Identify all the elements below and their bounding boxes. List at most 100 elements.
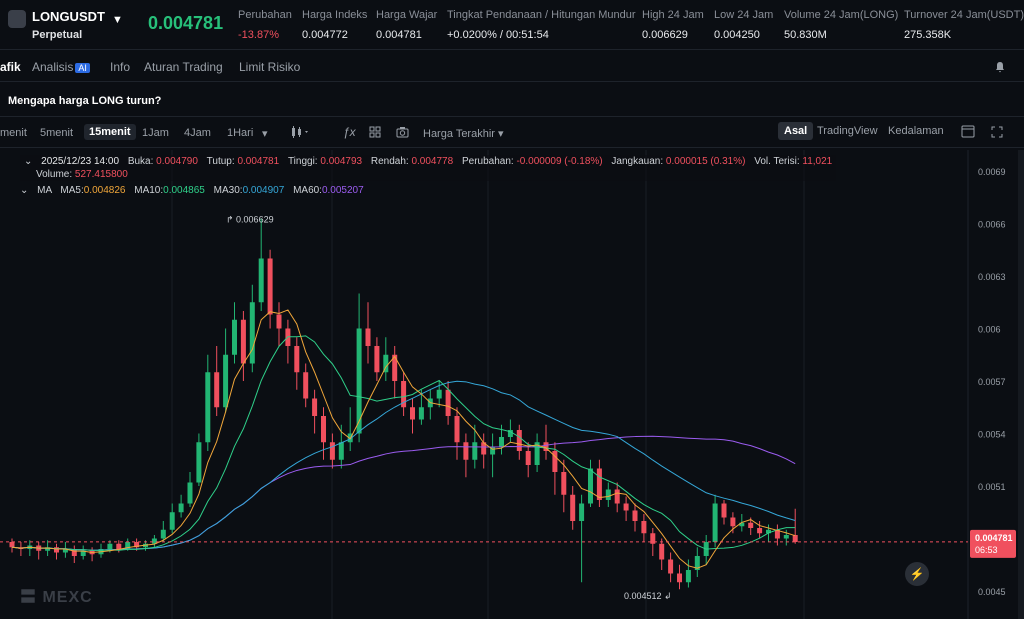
indicator-fx-icon[interactable]: ƒx	[343, 125, 356, 139]
candle-body	[596, 468, 602, 500]
interval-1h[interactable]: 1Jam	[142, 127, 169, 139]
candle-type-icon[interactable]	[290, 125, 312, 142]
candle-body	[739, 522, 745, 527]
candle-body	[329, 442, 335, 460]
candle-body	[730, 517, 736, 527]
candle-body	[267, 258, 273, 315]
candle-body	[561, 472, 567, 495]
stat-high-24h: High 24 Jam 0.006629	[642, 9, 704, 41]
view-original[interactable]: Asal	[778, 122, 814, 140]
fullscreen-icon[interactable]	[991, 126, 1003, 138]
candle-body	[54, 547, 59, 553]
candle-body	[276, 314, 282, 329]
candle-body	[125, 542, 131, 549]
tab-chart[interactable]: afik	[0, 60, 21, 74]
scrollbar-right[interactable]	[1018, 150, 1024, 619]
candle-countdown: 06:53	[975, 545, 998, 555]
info-tabs: afik Analisis AI Info Aturan Trading Limi…	[0, 52, 1024, 82]
candle-body	[240, 319, 246, 364]
flash-icon[interactable]: ⚡	[905, 562, 929, 586]
stat-funding-rate[interactable]: Tingkat Pendanaan / Hitungan Mundur +0.0…	[447, 9, 636, 41]
candle-body	[605, 489, 611, 500]
chevron-down-icon[interactable]: ▼	[112, 14, 123, 26]
token-logo	[8, 10, 26, 28]
candlestick-chart[interactable]: 0.0069 0.0066 0.0063 0.006 0.0057 0.0054 0.005…	[0, 150, 1024, 619]
tab-info[interactable]: Info	[110, 60, 131, 74]
candle-body	[71, 549, 77, 556]
candle-body	[9, 542, 15, 548]
candle-body	[45, 547, 51, 551]
price-tick: 0.0054	[978, 430, 1006, 440]
layout-icon[interactable]	[369, 126, 381, 141]
ohlc-collapse-icon[interactable]: ⌄	[24, 156, 33, 167]
interval-1d[interactable]: 1Hari	[227, 127, 254, 139]
candle-body	[383, 354, 389, 373]
candle-body	[454, 416, 460, 443]
view-tradingview[interactable]: TradingView	[817, 125, 878, 137]
candle-body	[499, 437, 504, 448]
candle-body	[107, 543, 113, 549]
stat-volume-24h: Volume 24 Jam(LONG) 50.830M	[784, 9, 899, 41]
candle-body	[632, 510, 638, 521]
tab-trading-rules[interactable]: Aturan Trading	[144, 60, 223, 74]
candle-body	[668, 559, 674, 574]
candle-body	[525, 451, 531, 465]
stat-low-24h: Low 24 Jam 0.004250	[714, 9, 774, 41]
candle-body	[294, 346, 300, 373]
candle-body	[641, 521, 647, 534]
candle-body	[214, 372, 220, 408]
current-price-value: 0.004781	[975, 533, 1013, 543]
view-depth[interactable]: Kedalaman	[888, 125, 944, 137]
ma10-line	[11, 335, 796, 551]
candle-body	[721, 503, 727, 518]
contract-type: Perpetual	[32, 29, 83, 41]
candle-body	[116, 543, 122, 549]
price-type-select[interactable]: Harga Terakhir ▾	[423, 128, 504, 140]
candle-body	[232, 319, 237, 355]
tab-risk-limit[interactable]: Limit Risiko	[239, 60, 301, 74]
candle-body	[445, 389, 451, 416]
candle-body	[481, 442, 487, 455]
candle-body	[659, 543, 665, 560]
tab-analysis[interactable]: Analisis AI	[32, 60, 90, 74]
candle-body	[205, 372, 211, 443]
candle-body	[694, 556, 700, 570]
candle-body	[490, 447, 496, 455]
candle-body	[579, 503, 585, 521]
camera-icon[interactable]	[396, 126, 409, 141]
candle-body	[178, 503, 184, 513]
stat-index-price: Harga Indeks 0.004772	[302, 9, 368, 41]
bell-icon[interactable]	[994, 61, 1006, 73]
candle-body	[463, 442, 469, 460]
candle-body	[623, 503, 629, 511]
candle-body	[80, 550, 86, 556]
interval-5m[interactable]: 5menit	[40, 127, 74, 139]
candle-body	[196, 442, 202, 483]
candle-body	[418, 407, 424, 420]
price-tick: 0.0069	[978, 167, 1006, 177]
candle-body	[62, 549, 68, 553]
interval-4h[interactable]: 4Jam	[184, 127, 211, 139]
high-annotation: ↱ 0.006629	[226, 214, 274, 224]
ma5-line	[11, 309, 796, 569]
current-price-label	[970, 529, 1016, 558]
interval-1m[interactable]: menit	[0, 127, 27, 139]
chevron-down-icon[interactable]: ▾	[262, 128, 268, 140]
candle-body	[757, 528, 763, 534]
last-price: 0.004781	[148, 13, 224, 33]
symbol-name[interactable]: LONGUSDT	[32, 9, 105, 24]
candle-body	[516, 430, 522, 451]
candle-body	[766, 529, 771, 534]
candle-body	[748, 522, 754, 528]
candle-body	[160, 529, 166, 539]
candle-body	[169, 512, 175, 530]
ohlc-legend: ⌄ 2025/12/23 14:00 Buka: 0.004790 Tutup:…	[20, 155, 837, 181]
candle-body	[249, 302, 255, 364]
ma-collapse-icon[interactable]: ⌄	[20, 185, 29, 196]
candle-body	[223, 354, 229, 408]
ma-legend: ⌄ MA MA5:0.004826 MA10:0.004865 MA30:0.0…	[20, 185, 364, 196]
why-price-down-link[interactable]: Mengapa harga LONG turun?	[8, 95, 162, 107]
candle-body	[374, 346, 380, 373]
interval-15m[interactable]: 15menit	[84, 124, 136, 140]
settings-panel-icon[interactable]	[961, 125, 975, 138]
